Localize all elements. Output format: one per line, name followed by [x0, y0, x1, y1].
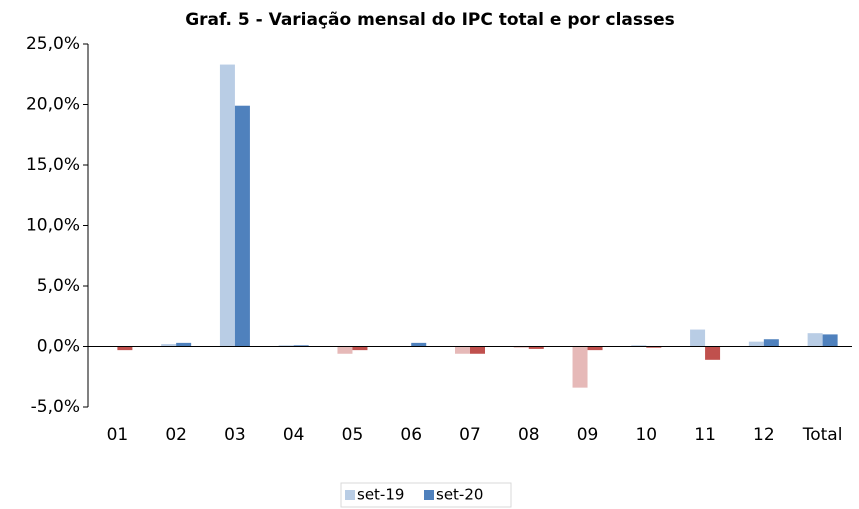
x-tick-label: 09	[577, 425, 599, 445]
x-tick-label: 06	[400, 425, 422, 445]
x-tick-label: 10	[635, 425, 657, 445]
y-tick-label: 15,0%	[26, 155, 80, 175]
legend-text: set-20	[436, 486, 483, 504]
y-tick-label: 0,0%	[37, 337, 80, 357]
bar	[822, 334, 838, 347]
legend-box	[340, 482, 512, 508]
bar	[528, 346, 544, 349]
x-tick-label: 07	[459, 425, 481, 445]
x-tick-label: 08	[518, 425, 540, 445]
bar	[513, 346, 529, 348]
bar	[278, 345, 294, 347]
bar	[587, 346, 603, 351]
bar	[690, 329, 706, 347]
bar	[807, 333, 823, 347]
bar	[572, 346, 588, 388]
bar	[234, 105, 250, 347]
bar	[631, 345, 647, 347]
bar	[646, 346, 662, 348]
legend-swatch	[424, 490, 434, 500]
y-tick-label: 10,0%	[26, 216, 80, 236]
x-tick-label: 04	[283, 425, 305, 445]
x-tick-label: 12	[753, 425, 775, 445]
bar	[293, 345, 309, 347]
bar	[337, 346, 353, 354]
bar	[117, 346, 133, 351]
bar	[411, 342, 427, 347]
y-tick-label: -5,0%	[31, 397, 80, 417]
bar	[352, 346, 368, 351]
x-tick-label: 05	[342, 425, 364, 445]
chart-title: Graf. 5 - Variação mensal do IPC total e…	[185, 10, 675, 30]
x-tick-label: 11	[694, 425, 716, 445]
bar	[748, 341, 764, 347]
y-tick-label: 25,0%	[26, 34, 80, 54]
y-tick-label: 20,0%	[26, 95, 80, 115]
bar	[161, 344, 177, 347]
x-tick-label: 01	[107, 425, 129, 445]
legend-text: set-19	[357, 486, 404, 504]
y-tick-label: 5,0%	[37, 276, 80, 296]
x-tick-label: 02	[165, 425, 187, 445]
bar	[176, 342, 192, 347]
bar	[455, 346, 470, 354]
bar	[763, 339, 779, 347]
bar	[705, 346, 721, 360]
x-tick-label: Total	[802, 425, 843, 445]
x-tick-label: 03	[224, 425, 246, 445]
bar	[219, 64, 235, 347]
bar	[470, 346, 485, 354]
legend-swatch	[345, 490, 355, 500]
